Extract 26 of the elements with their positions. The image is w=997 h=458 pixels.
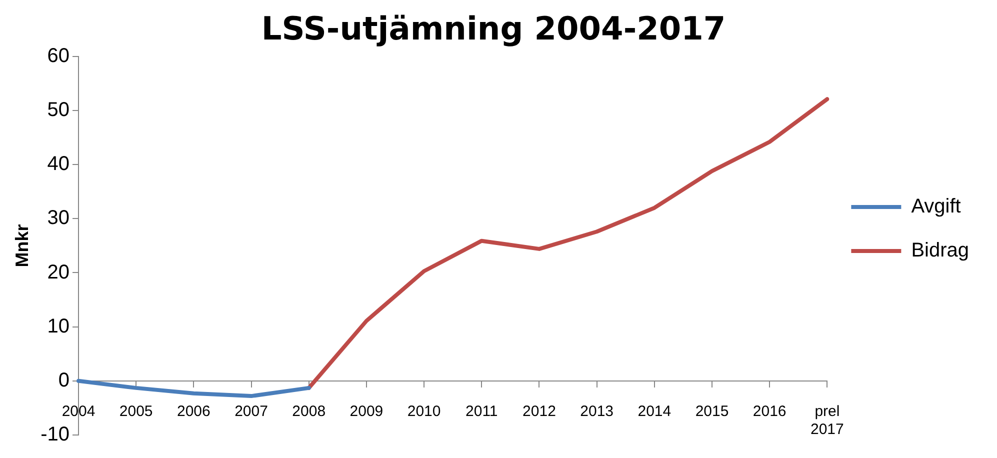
x-tick-label: 2004 [62, 403, 96, 420]
x-tick-label: 2006 [177, 403, 210, 420]
x-tick-label: prel 2017 [810, 403, 844, 438]
x-tick-label: 2011 [466, 403, 498, 420]
x-tick-label: 2013 [580, 403, 614, 420]
y-tick-label: 10 [47, 315, 70, 338]
x-tick-label: 2005 [119, 403, 153, 420]
chart-title: LSS-utjämning 2004-2017 [261, 10, 726, 48]
y-tick-label: 40 [47, 153, 70, 176]
y-axis-title: Mnkr [12, 224, 32, 268]
legend-label: Avgift [911, 196, 962, 218]
y-tick-label: -10 [40, 424, 70, 446]
x-tick-label: 2010 [407, 403, 441, 420]
y-tick-label: 0 [58, 369, 70, 392]
y-tick-label: 20 [47, 261, 70, 284]
x-tick-label: 2012 [522, 403, 556, 420]
x-tick-label: 2008 [292, 403, 326, 420]
x-tick-label: 2009 [350, 403, 384, 420]
x-tick-label: 2016 [752, 403, 786, 420]
x-tick-label: 2015 [695, 403, 729, 420]
y-tick-label: 50 [47, 99, 70, 121]
legend-label: Bidrag [911, 240, 969, 262]
x-tick-label: 2014 [638, 403, 672, 420]
y-tick-label: 60 [47, 44, 70, 67]
x-tick-label: 2007 [234, 403, 268, 420]
y-tick-label: 30 [47, 207, 70, 230]
